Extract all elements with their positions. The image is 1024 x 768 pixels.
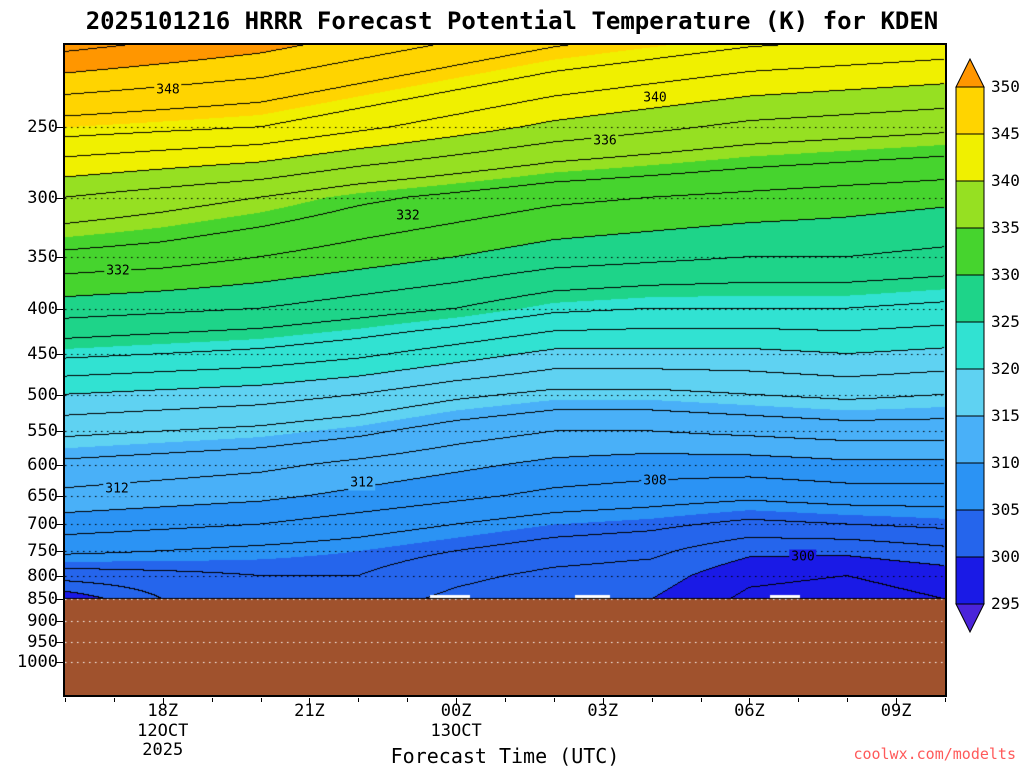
x-date-label: 12OCT [137, 721, 189, 741]
y-tick-mark [56, 257, 63, 258]
colorbar-tick-label: 335 [991, 218, 1020, 237]
y-tick-mark [56, 524, 63, 525]
y-tick-mark [56, 127, 63, 128]
x-minor-tick-mark [212, 698, 213, 702]
y-tick-label: 350 [27, 247, 58, 268]
colorbar-tick-label: 340 [991, 171, 1020, 190]
y-tick-mark [56, 551, 63, 552]
y-tick-label: 250 [27, 117, 58, 138]
x-major-tick-mark [309, 698, 310, 705]
y-tick-label: 850 [27, 589, 58, 610]
colorbar-tick-label: 295 [991, 594, 1020, 613]
x-major-tick-mark [896, 698, 897, 705]
colorbar-tick-label: 305 [991, 500, 1020, 519]
y-tick-mark [56, 642, 63, 643]
plot-frame [63, 43, 947, 697]
y-tick-mark [56, 354, 63, 355]
y-tick-mark [56, 621, 63, 622]
x-tick-label: 21Z [294, 701, 325, 721]
y-tick-label: 950 [27, 632, 58, 653]
x-tick-label: 03Z [587, 701, 619, 721]
x-minor-tick-mark [554, 698, 555, 702]
x-minor-tick-mark [847, 698, 848, 702]
y-tick-mark [56, 496, 63, 497]
x-tick-label: 06Z [734, 701, 765, 721]
y-tick-mark [56, 465, 63, 466]
colorbar-svg [955, 57, 985, 634]
x-minor-tick-mark [945, 698, 946, 702]
x-minor-tick-mark [358, 698, 359, 702]
x-minor-tick-mark [798, 698, 799, 702]
y-tick-mark [56, 576, 63, 577]
y-tick-label: 550 [27, 421, 58, 442]
contour-label: 312 [348, 475, 376, 491]
contour-label: 312 [103, 481, 131, 497]
x-minor-tick-mark [65, 698, 66, 702]
y-tick-label: 700 [27, 514, 58, 535]
plot-canvas [65, 45, 945, 695]
colorbar-tick-label: 320 [991, 359, 1020, 378]
y-tick-label: 600 [27, 455, 58, 476]
y-tick-mark [56, 599, 63, 600]
x-minor-tick-mark [701, 698, 702, 702]
y-tick-label: 300 [27, 187, 58, 208]
x-tick-label: 00Z [440, 701, 472, 721]
x-minor-tick-mark [652, 698, 653, 702]
x-major-tick-mark [749, 698, 750, 705]
y-tick-label: 400 [27, 298, 58, 319]
x-major-tick-mark [456, 698, 457, 705]
x-date-label: 13OCT [430, 721, 482, 741]
colorbar-tick-label: 300 [991, 547, 1020, 566]
y-tick-label: 900 [27, 611, 58, 632]
y-tick-label: 500 [27, 384, 58, 405]
contour-label: 348 [154, 82, 182, 98]
colorbar-tick-label: 325 [991, 312, 1020, 331]
x-major-tick-mark [603, 698, 604, 705]
y-tick-label: 650 [27, 485, 58, 506]
colorbar-tick-label: 350 [991, 77, 1020, 96]
colorbar-tick-label: 345 [991, 124, 1020, 143]
y-tick-label: 450 [27, 344, 58, 365]
contour-label: 336 [591, 133, 619, 149]
x-axis-title: Forecast Time (UTC) [390, 744, 620, 768]
x-tick-label: 09Z [880, 701, 912, 721]
y-tick-mark [56, 309, 63, 310]
y-tick-mark [56, 662, 63, 663]
colorbar-tick-label: 315 [991, 406, 1020, 425]
x-minor-tick-mark [407, 698, 408, 702]
contour-label: 332 [104, 263, 132, 279]
contour-label: 340 [641, 90, 669, 106]
x-major-tick-mark [163, 698, 164, 705]
x-minor-tick-mark [505, 698, 506, 702]
watermark-link[interactable]: coolwx.com/modelts [853, 745, 1016, 763]
contour-label: 300 [789, 549, 817, 565]
colorbar-tick-label: 330 [991, 265, 1020, 284]
page-title: 2025101216 HRRR Forecast Potential Tempe… [85, 7, 939, 35]
y-tick-mark [56, 431, 63, 432]
y-tick-label: 750 [27, 541, 58, 562]
x-date-label: 2025 [142, 740, 184, 760]
y-tick-mark [56, 198, 63, 199]
colorbar [955, 57, 987, 639]
contour-label: 308 [641, 473, 669, 489]
y-tick-mark [56, 395, 63, 396]
x-minor-tick-mark [114, 698, 115, 702]
y-tick-label: 800 [27, 566, 58, 586]
x-minor-tick-mark [261, 698, 262, 702]
contour-label: 332 [394, 208, 422, 224]
colorbar-tick-label: 310 [991, 453, 1020, 472]
x-tick-label: 18Z [147, 701, 179, 721]
y-tick-label: 1000 [17, 652, 58, 673]
